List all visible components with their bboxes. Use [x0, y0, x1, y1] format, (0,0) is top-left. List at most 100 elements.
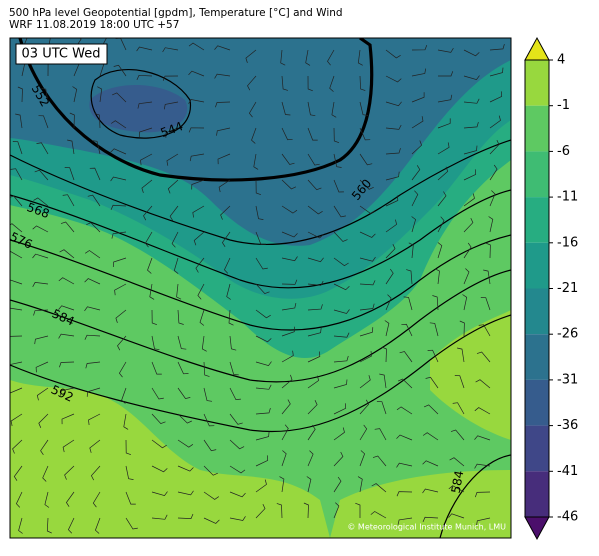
wind-barb	[228, 309, 234, 326]
wind-barb	[33, 197, 49, 207]
wind-barb	[137, 101, 153, 109]
wind-barb	[307, 375, 319, 389]
wind-barb	[463, 169, 477, 181]
wind-barb	[429, 322, 439, 337]
wind-barb	[62, 439, 75, 453]
wind-barb	[177, 387, 191, 399]
wind-barb	[370, 511, 387, 519]
wind-barb	[463, 145, 478, 155]
wind-barb	[92, 491, 101, 508]
wind-barb	[248, 101, 257, 118]
wind-barb	[406, 269, 413, 285]
wind-barb	[385, 124, 402, 130]
wind-barb	[67, 517, 75, 534]
wind-barb	[32, 253, 49, 259]
wind-barb	[112, 92, 127, 103]
wind-barb	[36, 387, 49, 401]
wind-barb	[281, 279, 298, 285]
wind-barb	[214, 45, 231, 51]
wind-barb	[489, 67, 504, 77]
wind-barb	[255, 179, 262, 196]
wind-barb	[10, 361, 23, 365]
wind-barb	[220, 205, 231, 220]
wind-barb	[203, 465, 218, 476]
wind-barb	[463, 268, 470, 285]
wind-barb	[58, 305, 75, 311]
wind-barb	[422, 432, 439, 441]
wind-barb	[218, 179, 231, 193]
wind-barb	[385, 294, 392, 311]
wind-barb	[229, 465, 246, 474]
wind-barb	[474, 463, 491, 469]
wind-barb	[359, 350, 372, 363]
wind-barb	[255, 431, 270, 441]
wind-barb	[307, 231, 324, 239]
wind-barb	[329, 75, 335, 92]
wind-barb	[216, 127, 231, 136]
wind-barb	[331, 101, 337, 118]
wind-barb	[333, 502, 340, 519]
wind-barb	[307, 205, 323, 215]
wind-barb	[117, 335, 127, 351]
wind-barb	[84, 334, 101, 340]
wind-barb	[422, 460, 439, 467]
wind-barb	[151, 309, 158, 326]
wind-barb	[385, 195, 399, 207]
wind-barb	[118, 361, 127, 378]
wind-barb	[422, 488, 439, 494]
wind-barb	[255, 503, 266, 519]
temp-field	[89, 85, 188, 133]
wind-barb	[307, 280, 324, 286]
contour-label: 584	[449, 469, 467, 494]
wind-barb	[123, 413, 129, 430]
wind-barb	[474, 435, 491, 441]
wind-barb	[255, 283, 270, 295]
wind-barb	[136, 74, 153, 81]
wind-barb	[411, 140, 423, 155]
wind-barb	[151, 387, 164, 400]
subtitle: WRF 11.08.2019 18:00 UTC +57	[9, 19, 179, 31]
wind-barb	[189, 153, 205, 162]
wind-barb	[10, 195, 23, 207]
temp-field	[430, 310, 511, 440]
wind-barb	[64, 465, 75, 480]
colorbar-tick-label: -46	[557, 510, 578, 525]
wind-barb	[333, 403, 347, 415]
wind-barb	[450, 429, 465, 441]
wind-barb	[36, 142, 49, 155]
wind-barb	[384, 320, 390, 337]
wind-barb	[303, 502, 309, 519]
wind-barb	[173, 257, 179, 274]
wind-barb	[333, 355, 349, 363]
wind-barb	[34, 169, 49, 181]
colorbar-band	[525, 197, 549, 243]
colorbar-band	[525, 105, 549, 152]
wind-barb	[437, 216, 445, 233]
wind-barb	[485, 242, 491, 259]
wind-barb	[425, 376, 439, 389]
wind-barb	[359, 179, 374, 190]
wind-barb	[422, 516, 439, 523]
wind-barb	[411, 44, 428, 51]
colorbar-extend	[524, 36, 550, 61]
wind-barbs	[10, 38, 505, 534]
wind-barb	[463, 75, 480, 81]
wind-barb	[162, 47, 179, 53]
wind-barb	[411, 116, 424, 129]
wind-barb	[255, 455, 269, 467]
wind-barb	[333, 451, 344, 467]
wind-barb	[333, 283, 350, 291]
wind-barb	[69, 112, 75, 129]
wind-barb	[171, 231, 179, 248]
map	[10, 38, 511, 538]
colorbar-band	[525, 334, 549, 380]
wind-barb	[437, 242, 443, 259]
wind-barb	[203, 491, 219, 500]
wind-barb	[251, 127, 257, 144]
wind-barb	[437, 48, 454, 53]
wind-barb	[385, 148, 401, 155]
wind-barb	[438, 71, 454, 77]
wind-barb	[60, 221, 75, 233]
colorbar-tick-label: -11	[557, 190, 578, 205]
